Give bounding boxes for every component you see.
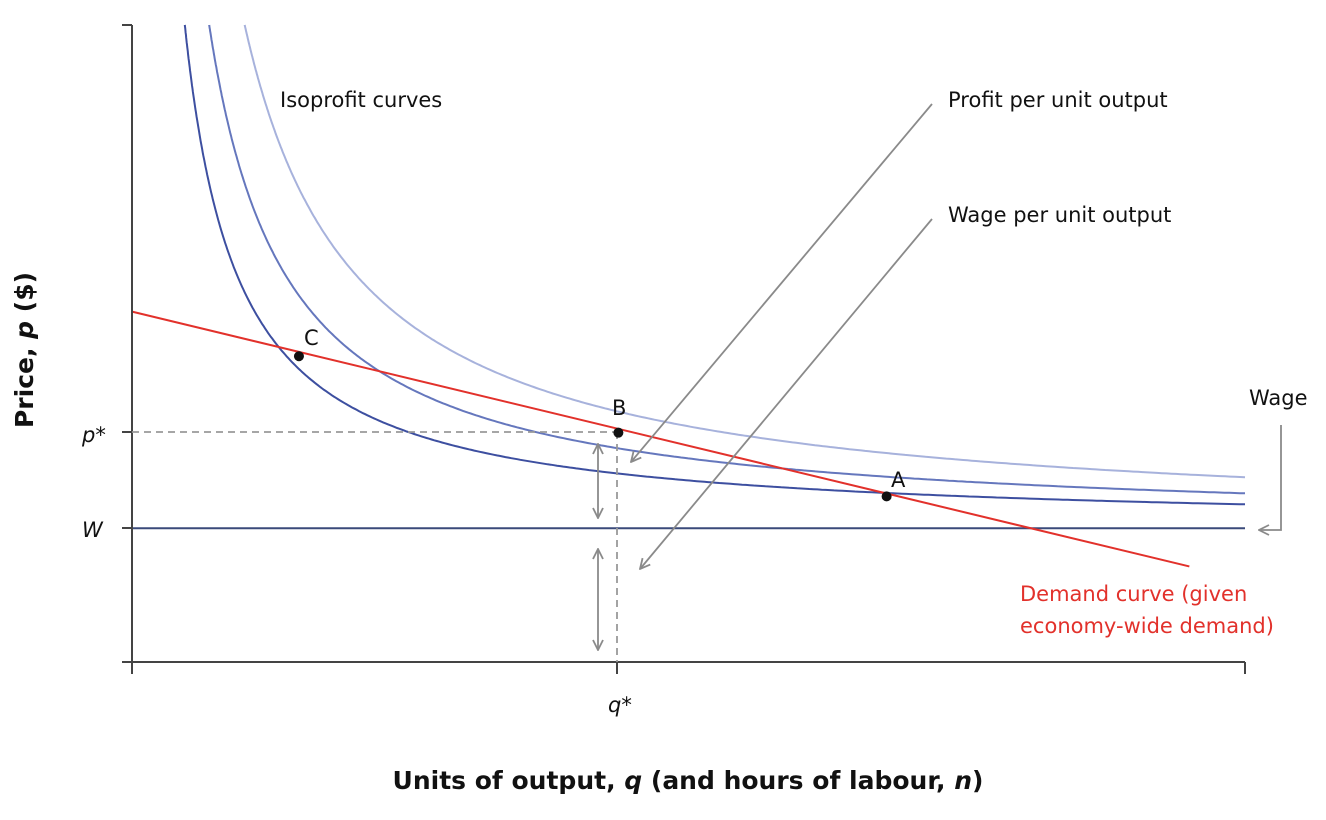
point-a-label: A — [891, 468, 906, 492]
demand-curve — [131, 310, 1190, 568]
point-c — [293, 351, 304, 362]
demand-label-line-2: economy-wide demand) — [1020, 614, 1274, 638]
chart-points — [293, 351, 892, 502]
isoprofit-curve-2 — [208, 24, 1246, 495]
wage-callout-arrow — [1259, 425, 1282, 530]
p-star-label: p* — [81, 423, 106, 447]
q-star-label: q* — [608, 693, 632, 717]
demand-label-line-1: Demand curve (given — [1020, 582, 1247, 606]
point-a — [881, 491, 892, 502]
wage-per-unit-label: Wage per unit output — [948, 203, 1171, 227]
profit-callout-arrow — [631, 103, 933, 462]
point-b-label: B — [612, 396, 626, 420]
isoprofit-label: Isoprofit curves — [280, 88, 442, 112]
chart-lines — [131, 24, 1246, 568]
y-axis-title: Price, p ($) — [10, 272, 39, 428]
point-b — [613, 427, 624, 438]
isoprofit-curve-1 — [183, 24, 1246, 506]
wage-per-unit-callout-arrow — [640, 218, 933, 569]
w-label: W — [82, 518, 104, 542]
x-axis-title: Units of output, q (and hours of labour,… — [393, 766, 984, 795]
isoprofit-curve-3 — [243, 24, 1246, 479]
wage-label: Wage — [1249, 386, 1308, 410]
profit-per-unit-label: Profit per unit output — [948, 88, 1168, 112]
point-c-label: C — [304, 326, 319, 350]
